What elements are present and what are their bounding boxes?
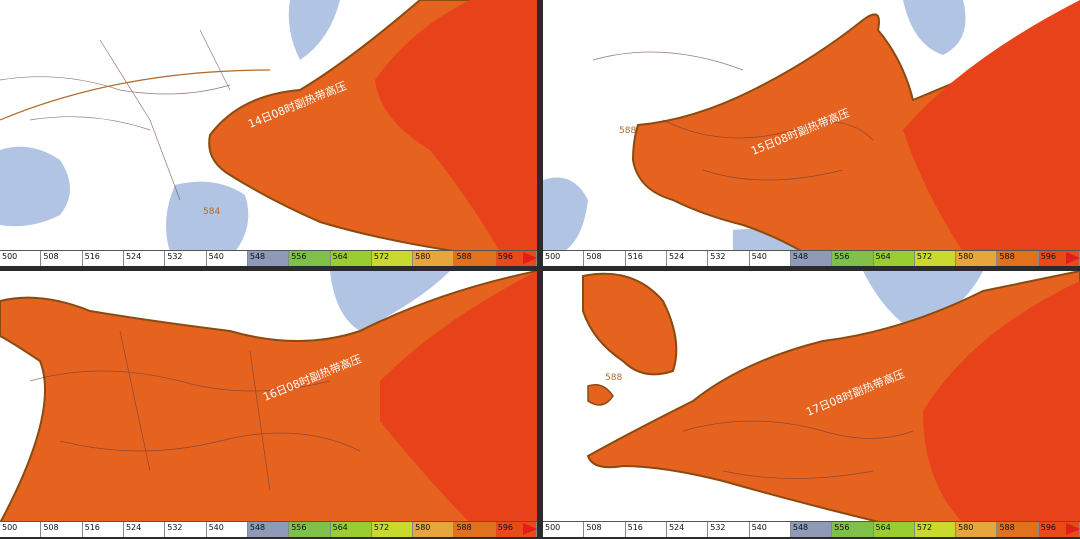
contour-label-4: 588 — [605, 373, 622, 383]
contour-label-2: 588 — [619, 126, 636, 136]
legend-arrow-icon — [523, 252, 537, 264]
map-svg: 588 15日08时副热带高压 — [543, 0, 1080, 253]
legend-bar: 500 508 516 524 532 540 548 556 564 572 … — [0, 250, 537, 266]
map-panel-16: 16日08时副热带高压 500 508 516 524 532 540 548 … — [0, 271, 537, 537]
map-svg: 588 17日08时副热带高压 — [582, 271, 1080, 524]
map-svg: 584 14日08时副热带高压 — [0, 0, 537, 253]
map-panel-17: 588 17日08时副热带高压 500 508 516 524 532 540 … — [543, 271, 1080, 537]
legend-bar: 500 508 516 524 532 540 548 556 564 572 … — [0, 521, 537, 537]
map-panel-14: 584 14日08时副热带高压 500 508 516 524 532 540 … — [0, 0, 537, 266]
legend-bar: 500 508 516 524 532 540 548 556 564 572 … — [543, 521, 1080, 537]
legend-arrow-icon — [1066, 523, 1080, 535]
legend-bar: 500 508 516 524 532 540 548 556 564 572 … — [543, 250, 1080, 266]
legend-arrow-icon — [523, 523, 537, 535]
contour-label-1: 584 — [203, 207, 220, 217]
legend-arrow-icon — [1066, 252, 1080, 264]
map-svg: 16日08时副热带高压 — [0, 271, 537, 524]
map-panel-15: 588 15日08时副热带高压 500 508 516 524 532 540 … — [543, 0, 1080, 266]
